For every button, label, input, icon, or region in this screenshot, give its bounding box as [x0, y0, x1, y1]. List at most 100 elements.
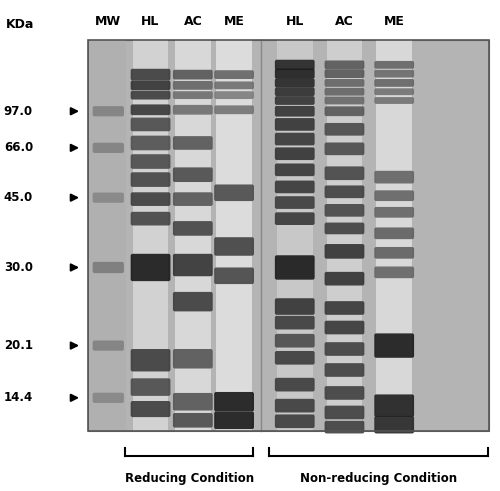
FancyBboxPatch shape	[275, 106, 314, 116]
FancyBboxPatch shape	[214, 106, 254, 114]
FancyBboxPatch shape	[275, 351, 314, 365]
FancyBboxPatch shape	[324, 204, 364, 217]
FancyBboxPatch shape	[374, 171, 414, 184]
FancyBboxPatch shape	[130, 378, 170, 396]
FancyBboxPatch shape	[324, 301, 364, 315]
FancyBboxPatch shape	[173, 393, 212, 410]
FancyBboxPatch shape	[173, 192, 212, 206]
FancyBboxPatch shape	[324, 386, 364, 400]
FancyBboxPatch shape	[214, 237, 254, 256]
FancyBboxPatch shape	[173, 221, 212, 236]
Text: Non-reducing Condition: Non-reducing Condition	[300, 472, 457, 485]
Text: 30.0: 30.0	[4, 261, 33, 274]
FancyBboxPatch shape	[130, 91, 170, 100]
FancyBboxPatch shape	[275, 181, 314, 193]
FancyBboxPatch shape	[130, 136, 170, 150]
FancyBboxPatch shape	[324, 97, 364, 105]
FancyBboxPatch shape	[374, 61, 414, 69]
FancyBboxPatch shape	[173, 349, 212, 369]
FancyBboxPatch shape	[173, 292, 212, 311]
FancyBboxPatch shape	[324, 60, 364, 69]
FancyBboxPatch shape	[275, 164, 314, 176]
FancyBboxPatch shape	[130, 254, 170, 281]
Text: 14.4: 14.4	[4, 391, 33, 404]
Text: 20.1: 20.1	[4, 339, 33, 352]
FancyBboxPatch shape	[173, 81, 212, 90]
FancyBboxPatch shape	[275, 298, 314, 315]
FancyBboxPatch shape	[374, 79, 414, 87]
FancyBboxPatch shape	[374, 267, 414, 278]
FancyBboxPatch shape	[374, 191, 414, 201]
FancyBboxPatch shape	[92, 143, 124, 153]
FancyBboxPatch shape	[173, 136, 212, 150]
Text: AC: AC	[335, 15, 354, 28]
Bar	[376, 40, 412, 431]
FancyBboxPatch shape	[173, 105, 212, 115]
Bar	[88, 40, 488, 431]
FancyBboxPatch shape	[275, 414, 314, 428]
FancyBboxPatch shape	[374, 97, 414, 104]
FancyBboxPatch shape	[374, 247, 414, 259]
FancyBboxPatch shape	[324, 107, 364, 116]
FancyBboxPatch shape	[324, 79, 364, 87]
FancyBboxPatch shape	[324, 421, 364, 434]
FancyBboxPatch shape	[214, 411, 254, 429]
FancyBboxPatch shape	[324, 123, 364, 136]
FancyBboxPatch shape	[173, 167, 212, 182]
FancyBboxPatch shape	[275, 378, 314, 391]
FancyBboxPatch shape	[275, 96, 314, 105]
FancyBboxPatch shape	[130, 192, 170, 206]
FancyBboxPatch shape	[324, 142, 364, 155]
FancyBboxPatch shape	[275, 316, 314, 329]
FancyBboxPatch shape	[324, 363, 364, 377]
Text: ME: ME	[224, 15, 244, 28]
FancyBboxPatch shape	[275, 212, 314, 225]
FancyBboxPatch shape	[130, 154, 170, 169]
FancyBboxPatch shape	[92, 393, 124, 403]
FancyBboxPatch shape	[214, 70, 254, 79]
FancyBboxPatch shape	[324, 272, 364, 286]
FancyBboxPatch shape	[324, 244, 364, 259]
FancyBboxPatch shape	[130, 117, 170, 131]
FancyBboxPatch shape	[214, 82, 254, 89]
FancyBboxPatch shape	[275, 78, 314, 87]
Text: AC: AC	[184, 15, 202, 28]
FancyBboxPatch shape	[130, 401, 170, 417]
FancyBboxPatch shape	[324, 342, 364, 356]
FancyBboxPatch shape	[92, 340, 124, 351]
FancyBboxPatch shape	[275, 255, 314, 280]
FancyBboxPatch shape	[130, 349, 170, 372]
Text: 66.0: 66.0	[4, 141, 33, 154]
FancyBboxPatch shape	[214, 185, 254, 201]
FancyBboxPatch shape	[130, 212, 170, 225]
FancyBboxPatch shape	[374, 416, 414, 434]
Text: HL: HL	[142, 15, 160, 28]
FancyBboxPatch shape	[324, 88, 364, 96]
FancyBboxPatch shape	[92, 192, 124, 203]
FancyBboxPatch shape	[275, 334, 314, 348]
FancyBboxPatch shape	[324, 166, 364, 180]
FancyBboxPatch shape	[173, 70, 212, 80]
FancyBboxPatch shape	[275, 133, 314, 145]
FancyBboxPatch shape	[374, 333, 414, 358]
Bar	[277, 40, 312, 431]
Bar	[88, 40, 488, 431]
Bar	[175, 40, 210, 431]
FancyBboxPatch shape	[275, 69, 314, 79]
FancyBboxPatch shape	[275, 60, 314, 70]
Text: KDa: KDa	[6, 18, 34, 30]
FancyBboxPatch shape	[275, 118, 314, 131]
FancyBboxPatch shape	[173, 413, 212, 428]
FancyBboxPatch shape	[374, 227, 414, 239]
Text: HL: HL	[286, 15, 304, 28]
FancyBboxPatch shape	[92, 106, 124, 116]
FancyBboxPatch shape	[214, 268, 254, 284]
FancyBboxPatch shape	[324, 186, 364, 198]
Bar	[326, 40, 362, 431]
Text: MW: MW	[95, 15, 122, 28]
FancyBboxPatch shape	[324, 406, 364, 419]
Text: ME: ME	[384, 15, 404, 28]
FancyBboxPatch shape	[324, 321, 364, 334]
FancyBboxPatch shape	[130, 105, 170, 115]
FancyBboxPatch shape	[173, 254, 212, 276]
